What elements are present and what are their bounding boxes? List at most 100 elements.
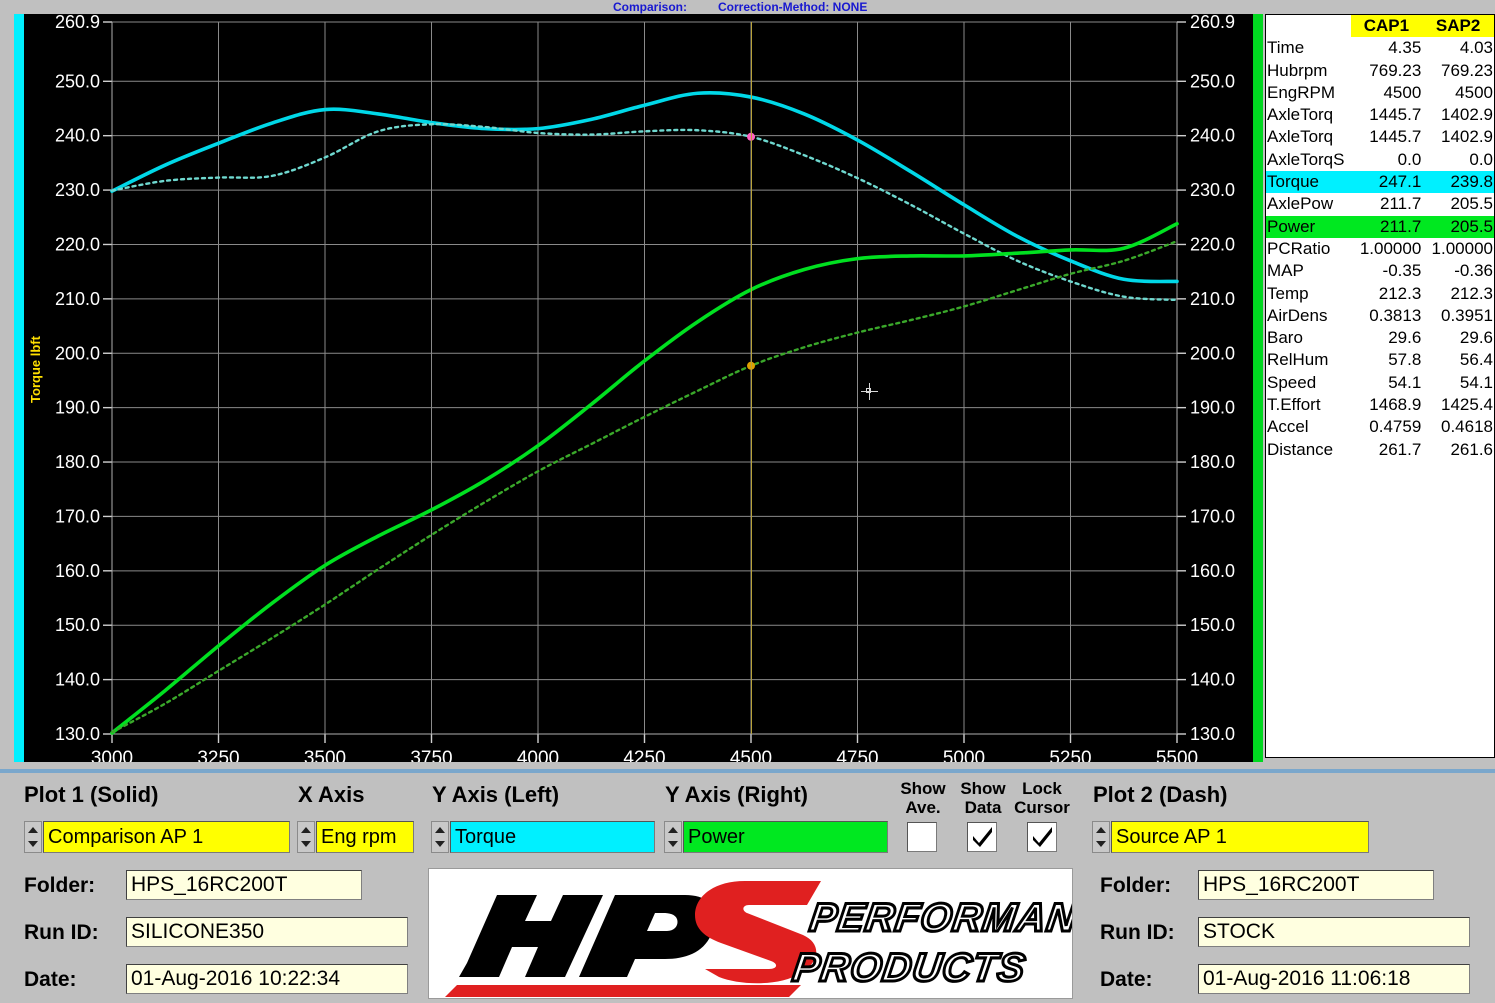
comparison-label: Comparison: — [613, 0, 688, 14]
y-axis-left-tick-label: 170.0 — [55, 506, 100, 526]
row-label: PCRatio — [1267, 238, 1331, 258]
table-row: RelHum 57.8 56.4 — [1266, 349, 1494, 371]
row-value-cap1: 0.3813 — [1369, 305, 1422, 325]
right-runid-field[interactable]: STOCK — [1198, 917, 1470, 947]
left-folder-field[interactable]: HPS_16RC200T — [126, 870, 362, 900]
row-value-cap1: 212.3 — [1378, 283, 1422, 303]
row-label: AxleTorqS — [1267, 149, 1345, 169]
yaxis-left-spinner[interactable] — [431, 821, 449, 853]
panel-top-divider — [0, 769, 1495, 773]
xaxis-select[interactable]: Eng rpm — [316, 821, 414, 853]
left-runid-label: Run ID: — [24, 921, 99, 944]
y-axis-right-tick-label: 150.0 — [1190, 615, 1235, 635]
show-data-label-line2: Data — [964, 798, 1002, 817]
readout-data-panel: CAP1 SAP2 Time 4.35 4.03 Hubrpm 769.23 769.23… — [1265, 14, 1495, 758]
row-value-sap2: 0.3951 — [1441, 305, 1493, 325]
table-row: EngRPM 4500 4500 — [1266, 82, 1494, 104]
row-value-cap1: -0.35 — [1382, 261, 1422, 281]
correction-method-label: Correction-Method: NONE — [718, 0, 868, 14]
table-row: AxleTorq 1445.7 1402.9 — [1266, 104, 1494, 126]
x-axis-tick-label: 3250 — [197, 748, 239, 762]
xaxis-spinner[interactable] — [297, 821, 315, 853]
table-row: Speed 54.1 54.1 — [1266, 372, 1494, 394]
y-axis-left-tick-label: 160.0 — [55, 561, 100, 581]
x-axis-tick-label: 3500 — [304, 748, 346, 762]
right-axis-color-bar — [1253, 14, 1263, 762]
plot1-select[interactable]: Comparison AP 1 — [43, 821, 290, 853]
x-axis-tick-label: 5500 — [1156, 748, 1198, 762]
table-row: Baro 29.6 29.6 — [1266, 327, 1494, 349]
row-value-cap1: 247.1 — [1350, 171, 1423, 194]
table-row: T.Effort 1468.9 1425.4 — [1266, 394, 1494, 416]
series-line — [110, 240, 1179, 734]
plot2-select[interactable]: Source AP 1 — [1111, 821, 1369, 853]
left-runid-field[interactable]: SILICONE350 — [126, 917, 408, 947]
show-data-checkbox[interactable] — [967, 822, 997, 852]
row-label: Distance — [1267, 439, 1334, 459]
row-value-sap2: 1.00000 — [1431, 238, 1493, 258]
row-value-cap1: 769.23 — [1369, 60, 1422, 80]
table-row: AxleTorqS 0.0 0.0 — [1266, 149, 1494, 171]
row-value-cap1: 211.7 — [1350, 215, 1423, 238]
row-label: Time — [1267, 38, 1305, 58]
left-axis-color-bar — [14, 14, 24, 762]
row-value-cap1: 1445.7 — [1369, 127, 1422, 147]
cursor-line[interactable] — [751, 22, 752, 734]
row-value-sap2: 54.1 — [1459, 372, 1493, 392]
plot1-spinner[interactable] — [24, 821, 42, 853]
right-date-field[interactable]: 01-Aug-2016 11:06:18 — [1198, 964, 1470, 994]
table-row: Accel 0.4759 0.4618 — [1266, 416, 1494, 438]
dyno-plot[interactable]: 130.0 130.0 140.0 140.0 150.0 150.0 160.0 160.0… — [24, 14, 1253, 762]
table-header-row: CAP1 SAP2 — [1266, 15, 1494, 38]
y-axis-right-tick-label: 140.0 — [1190, 670, 1235, 690]
row-value-sap2: 4.03 — [1459, 38, 1493, 58]
right-folder-field[interactable]: HPS_16RC200T — [1198, 870, 1434, 900]
table-row: Time 4.35 4.03 — [1266, 37, 1494, 59]
row-value-sap2: -0.36 — [1454, 261, 1493, 281]
yaxis-right-group-label: Y Axis (Right) — [665, 782, 809, 807]
y-axis-left-tick-label: 180.0 — [55, 452, 100, 472]
right-date-label: Date: — [1100, 968, 1153, 991]
series-line — [110, 90, 1179, 284]
right-runid-label: Run ID: — [1100, 921, 1175, 944]
row-label: AxleTorq — [1267, 127, 1334, 147]
row-value-cap1: 261.7 — [1378, 439, 1422, 459]
svg-text:PERFORMANCE: PERFORMANCE — [807, 895, 1072, 940]
x-axis-tick-label: 4750 — [836, 748, 878, 762]
x-axis-tick-label: 5250 — [1049, 748, 1091, 762]
x-axis-tick-label: 3000 — [91, 748, 133, 762]
chart-area: 130.0 130.0 140.0 140.0 150.0 150.0 160.0 160.0… — [0, 14, 1265, 769]
lock-cursor-checkbox[interactable] — [1027, 822, 1057, 852]
row-value-cap1: 0.0 — [1397, 149, 1422, 169]
hps-logo-graphic: PERFORMANCE PRODUCTS — [445, 881, 1139, 997]
show-ave-checkbox[interactable] — [907, 822, 937, 852]
y-axis-right-tick-label: 200.0 — [1190, 343, 1235, 363]
y-axis-right-tick-label: 190.0 — [1190, 398, 1235, 418]
plot2-group-label: Plot 2 (Dash) — [1093, 782, 1228, 807]
row-label: Baro — [1267, 328, 1303, 348]
y-axis-right-tick-label: 160.0 — [1190, 561, 1235, 581]
yaxis-right-spinner[interactable] — [664, 821, 682, 853]
header-sap2: SAP2 — [1422, 15, 1494, 38]
row-value-cap1: 1468.9 — [1369, 395, 1422, 415]
row-value-sap2: 56.4 — [1459, 350, 1493, 370]
row-value-cap1: 211.7 — [1380, 194, 1422, 214]
y-axis-right-tick-label: 180.0 — [1190, 452, 1235, 472]
x-axis-tick-label: 4500 — [730, 748, 772, 762]
row-value-sap2: 1402.9 — [1441, 127, 1493, 147]
plot2-spinner[interactable] — [1092, 821, 1110, 853]
y-axis-left-tick-label: 220.0 — [55, 234, 100, 254]
readout-body: Time 4.35 4.03 Hubrpm 769.23 769.23 EngRPM 4500… — [1266, 37, 1494, 461]
yaxis-left-select[interactable]: Torque — [450, 821, 655, 853]
svg-text:PRODUCTS: PRODUCTS — [790, 945, 1029, 990]
row-value-cap1: 1445.7 — [1369, 105, 1422, 125]
yaxis-right-select[interactable]: Power — [683, 821, 888, 853]
row-value-cap1: 29.6 — [1388, 328, 1422, 348]
left-date-field[interactable]: 01-Aug-2016 10:22:34 — [126, 964, 408, 994]
row-value-cap1: 54.1 — [1388, 372, 1422, 392]
checkmark-icon — [911, 825, 935, 849]
lock-cursor-label-line2: Cursor — [1014, 798, 1070, 817]
row-value-sap2: 1425.4 — [1441, 395, 1493, 415]
table-row: AxleTorq 1445.7 1402.9 — [1266, 126, 1494, 148]
x-axis-tick-label: 3750 — [410, 748, 452, 762]
